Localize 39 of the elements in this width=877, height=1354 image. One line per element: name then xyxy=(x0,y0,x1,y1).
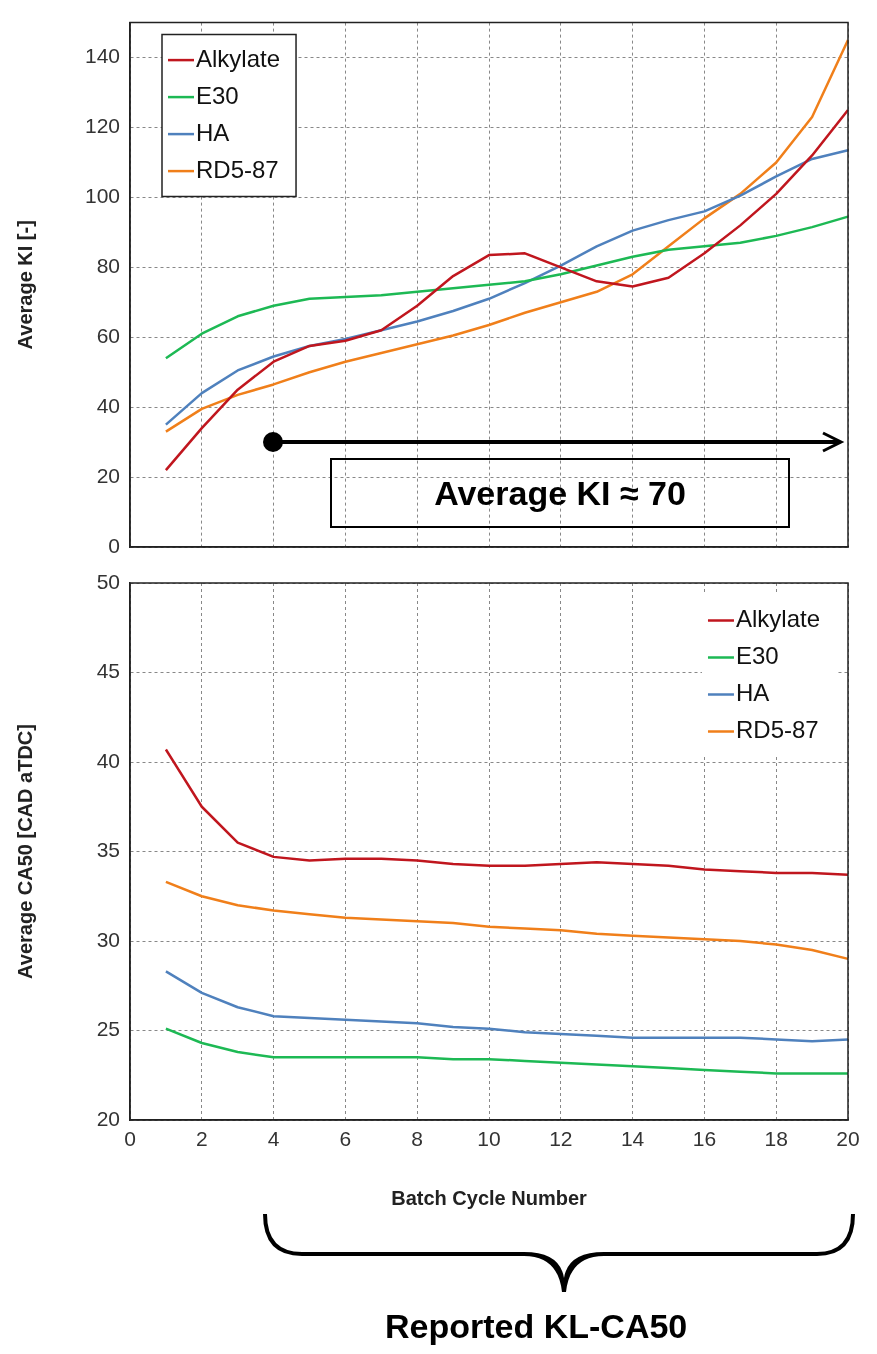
x-tick-label: 8 xyxy=(411,1127,424,1151)
legend-label: HA xyxy=(735,679,770,707)
legend-label: E30 xyxy=(196,81,239,109)
y-tick-label: 30 xyxy=(96,927,120,951)
x-tick-label: 20 xyxy=(836,1127,860,1151)
y-tick-label: 50 xyxy=(96,569,120,593)
x-tick-label: 10 xyxy=(477,1127,501,1151)
y-tick-label: 25 xyxy=(96,1017,120,1041)
y-tick-label: 40 xyxy=(96,393,120,417)
legend-label: Alkylate xyxy=(735,605,821,633)
x-tick-label: 2 xyxy=(195,1127,208,1151)
legend-label: Alkylate xyxy=(196,44,281,72)
legend-label: RD5-87 xyxy=(735,716,819,744)
x-tick-label: 0 xyxy=(124,1127,136,1151)
text: Reported KL-CA50 xyxy=(385,1307,688,1346)
x-tick-label: 6 xyxy=(339,1127,352,1151)
y-tick-label: 0 xyxy=(108,533,120,557)
text-frame: Average KI ≈ 70 xyxy=(330,458,790,528)
y-tick-label: 45 xyxy=(96,659,120,683)
y-axis-title: Average KI [-] xyxy=(13,220,36,350)
y-tick-label: 140 xyxy=(84,44,120,68)
y-tick-label: 120 xyxy=(84,114,120,138)
x-tick-label: 16 xyxy=(692,1127,717,1151)
x-tick-label: 4 xyxy=(267,1127,280,1151)
y-tick-label: 100 xyxy=(84,184,120,208)
y-tick-label: 60 xyxy=(96,324,120,348)
x-tick-label: 12 xyxy=(549,1127,573,1151)
legend-label: RD5-87 xyxy=(196,155,279,183)
y-tick-label: 20 xyxy=(96,463,120,487)
legend-label: E30 xyxy=(735,642,779,670)
x-tick-label: 18 xyxy=(764,1127,788,1151)
x-axis-title: Batch Cycle Number xyxy=(391,1186,588,1209)
y-tick-label: 80 xyxy=(96,254,120,278)
y-tick-label: 40 xyxy=(96,748,120,772)
y-tick-label: 35 xyxy=(96,838,120,862)
legend-label: HA xyxy=(196,118,230,146)
y-axis-title: Average CA50 [CAD aTDC] xyxy=(13,724,36,979)
x-tick-label: 14 xyxy=(620,1127,645,1151)
y-tick-label: 20 xyxy=(96,1106,120,1130)
